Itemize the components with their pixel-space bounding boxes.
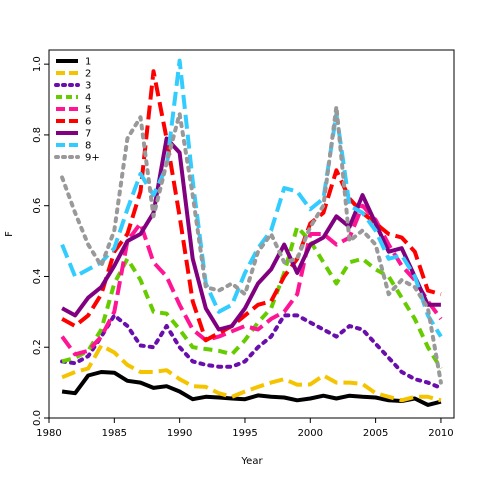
y-axis: 0.0 0.2 0.4 0.6 0.8 1.0: [32, 56, 49, 426]
x-axis: 1980 1985 1990 1995 2000 2005 2010: [36, 418, 454, 439]
x-tick-label: 1985: [102, 428, 127, 439]
x-tick-label: 1980: [36, 428, 61, 439]
legend-label: 3: [85, 81, 91, 92]
legend-label: 8: [85, 141, 91, 152]
y-tick-label: 1.0: [32, 56, 43, 72]
x-tick-label: 1990: [167, 428, 192, 439]
y-tick-label: 0.0: [32, 410, 43, 426]
series-line-1: [61, 370, 442, 407]
series-line-2: [61, 343, 442, 403]
legend-label: 9+: [85, 153, 100, 164]
y-tick-label: 0.6: [32, 198, 43, 214]
legend-label: 2: [85, 69, 91, 80]
legend-label: 7: [85, 129, 91, 140]
legend-label: 1: [85, 57, 91, 68]
plot-frame: [48, 49, 455, 419]
series-lines: [60, 58, 443, 407]
y-tick-label: 0.4: [32, 269, 43, 285]
series-line-8: [60, 58, 443, 338]
y-tick-label: 0.8: [32, 127, 43, 143]
series-line-7: [61, 136, 441, 332]
x-tick-label: 2000: [298, 428, 323, 439]
x-tick-label: 1995: [232, 428, 257, 439]
legend-label: 5: [85, 105, 91, 116]
legend-label: 4: [85, 93, 91, 104]
legend-label: 6: [85, 117, 91, 128]
y-axis-label: F: [4, 231, 15, 237]
x-tick-label: 2005: [363, 428, 388, 439]
series-line-3: [60, 313, 443, 390]
y-tick-label: 0.2: [32, 339, 43, 355]
series-line-9: [60, 104, 443, 385]
x-tick-label: 2010: [428, 428, 453, 439]
x-axis-label: Year: [240, 456, 263, 467]
